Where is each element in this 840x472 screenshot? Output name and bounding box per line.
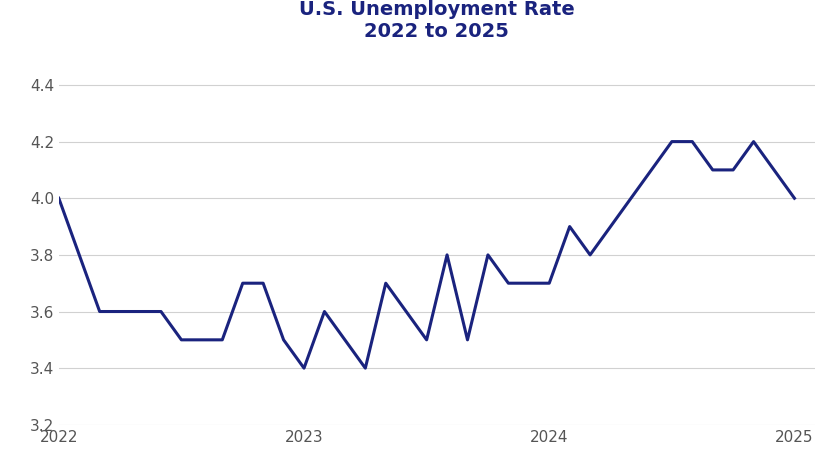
- Title: U.S. Unemployment Rate
2022 to 2025: U.S. Unemployment Rate 2022 to 2025: [299, 0, 575, 41]
